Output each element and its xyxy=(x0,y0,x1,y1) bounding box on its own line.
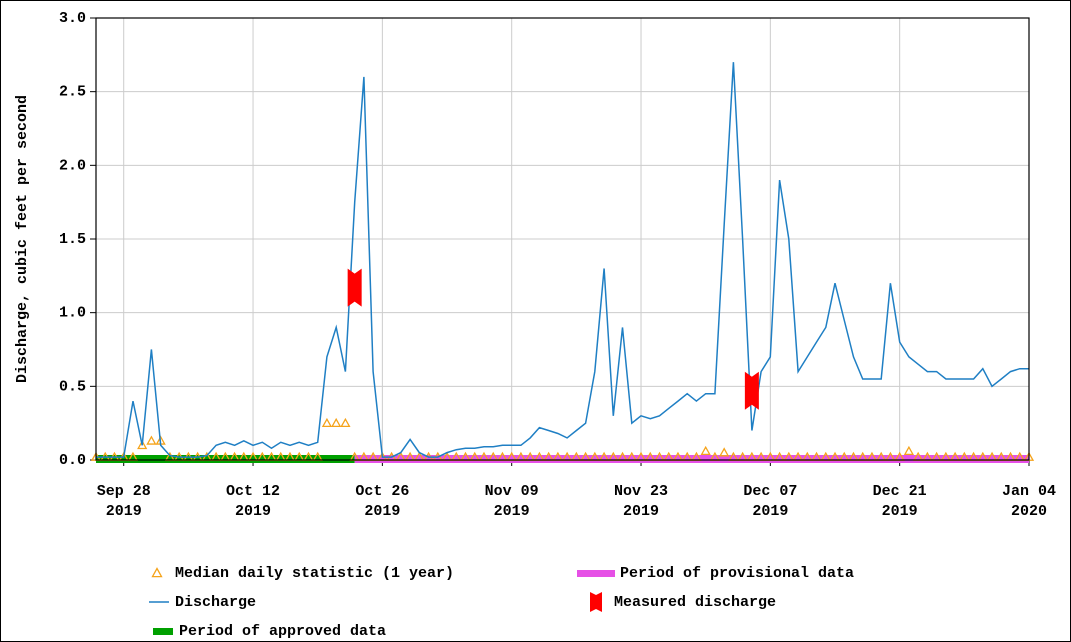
legend-label: Period of provisional data xyxy=(620,565,854,582)
median-marker xyxy=(146,435,157,445)
legend-symbol xyxy=(577,570,615,577)
legend-symbol xyxy=(151,567,163,578)
median-marker xyxy=(321,417,333,428)
x-tick-label: Oct 12 2019 xyxy=(226,483,281,520)
period-bar xyxy=(354,455,1030,463)
x-tick-label: Sep 28 2019 xyxy=(96,483,151,520)
plot-border xyxy=(95,17,1030,461)
discharge-line xyxy=(96,62,1029,458)
legend-label: Discharge xyxy=(175,594,256,611)
median-marker xyxy=(700,445,711,456)
y-tick-label: 0.5 xyxy=(59,378,86,395)
measured-marker xyxy=(744,371,759,410)
x-tick-label: Nov 09 2019 xyxy=(484,483,539,520)
y-tick-label: 2.5 xyxy=(59,84,86,101)
y-tick-label: 1.5 xyxy=(59,231,86,248)
x-tick-label: Dec 07 2019 xyxy=(743,483,798,520)
median-marker xyxy=(340,417,351,428)
x-tick-label: Jan 04 2020 xyxy=(1001,483,1056,520)
median-marker xyxy=(137,439,148,450)
y-tick-label: 0.0 xyxy=(59,452,86,469)
median-marker xyxy=(719,447,730,457)
x-tick-label: Oct 26 2019 xyxy=(355,483,410,520)
legend-label: Measured discharge xyxy=(614,594,776,611)
median-marker xyxy=(331,417,342,428)
legend-symbol xyxy=(590,592,602,612)
legend-symbol xyxy=(153,628,173,635)
median-marker xyxy=(903,445,915,456)
legend-label: Period of approved data xyxy=(179,623,386,640)
period-bar xyxy=(96,455,355,463)
x-tick-label: Nov 23 2019 xyxy=(614,483,669,520)
x-tick-label: Dec 21 2019 xyxy=(872,483,927,520)
y-tick-label: 1.0 xyxy=(59,305,86,322)
measured-marker xyxy=(347,268,362,307)
y-tick-label: 3.0 xyxy=(59,10,86,27)
legend-label: Median daily statistic (1 year) xyxy=(175,565,454,582)
y-tick-label: 2.0 xyxy=(59,157,86,174)
y-axis-label: Discharge, cubic feet per second xyxy=(14,95,31,383)
